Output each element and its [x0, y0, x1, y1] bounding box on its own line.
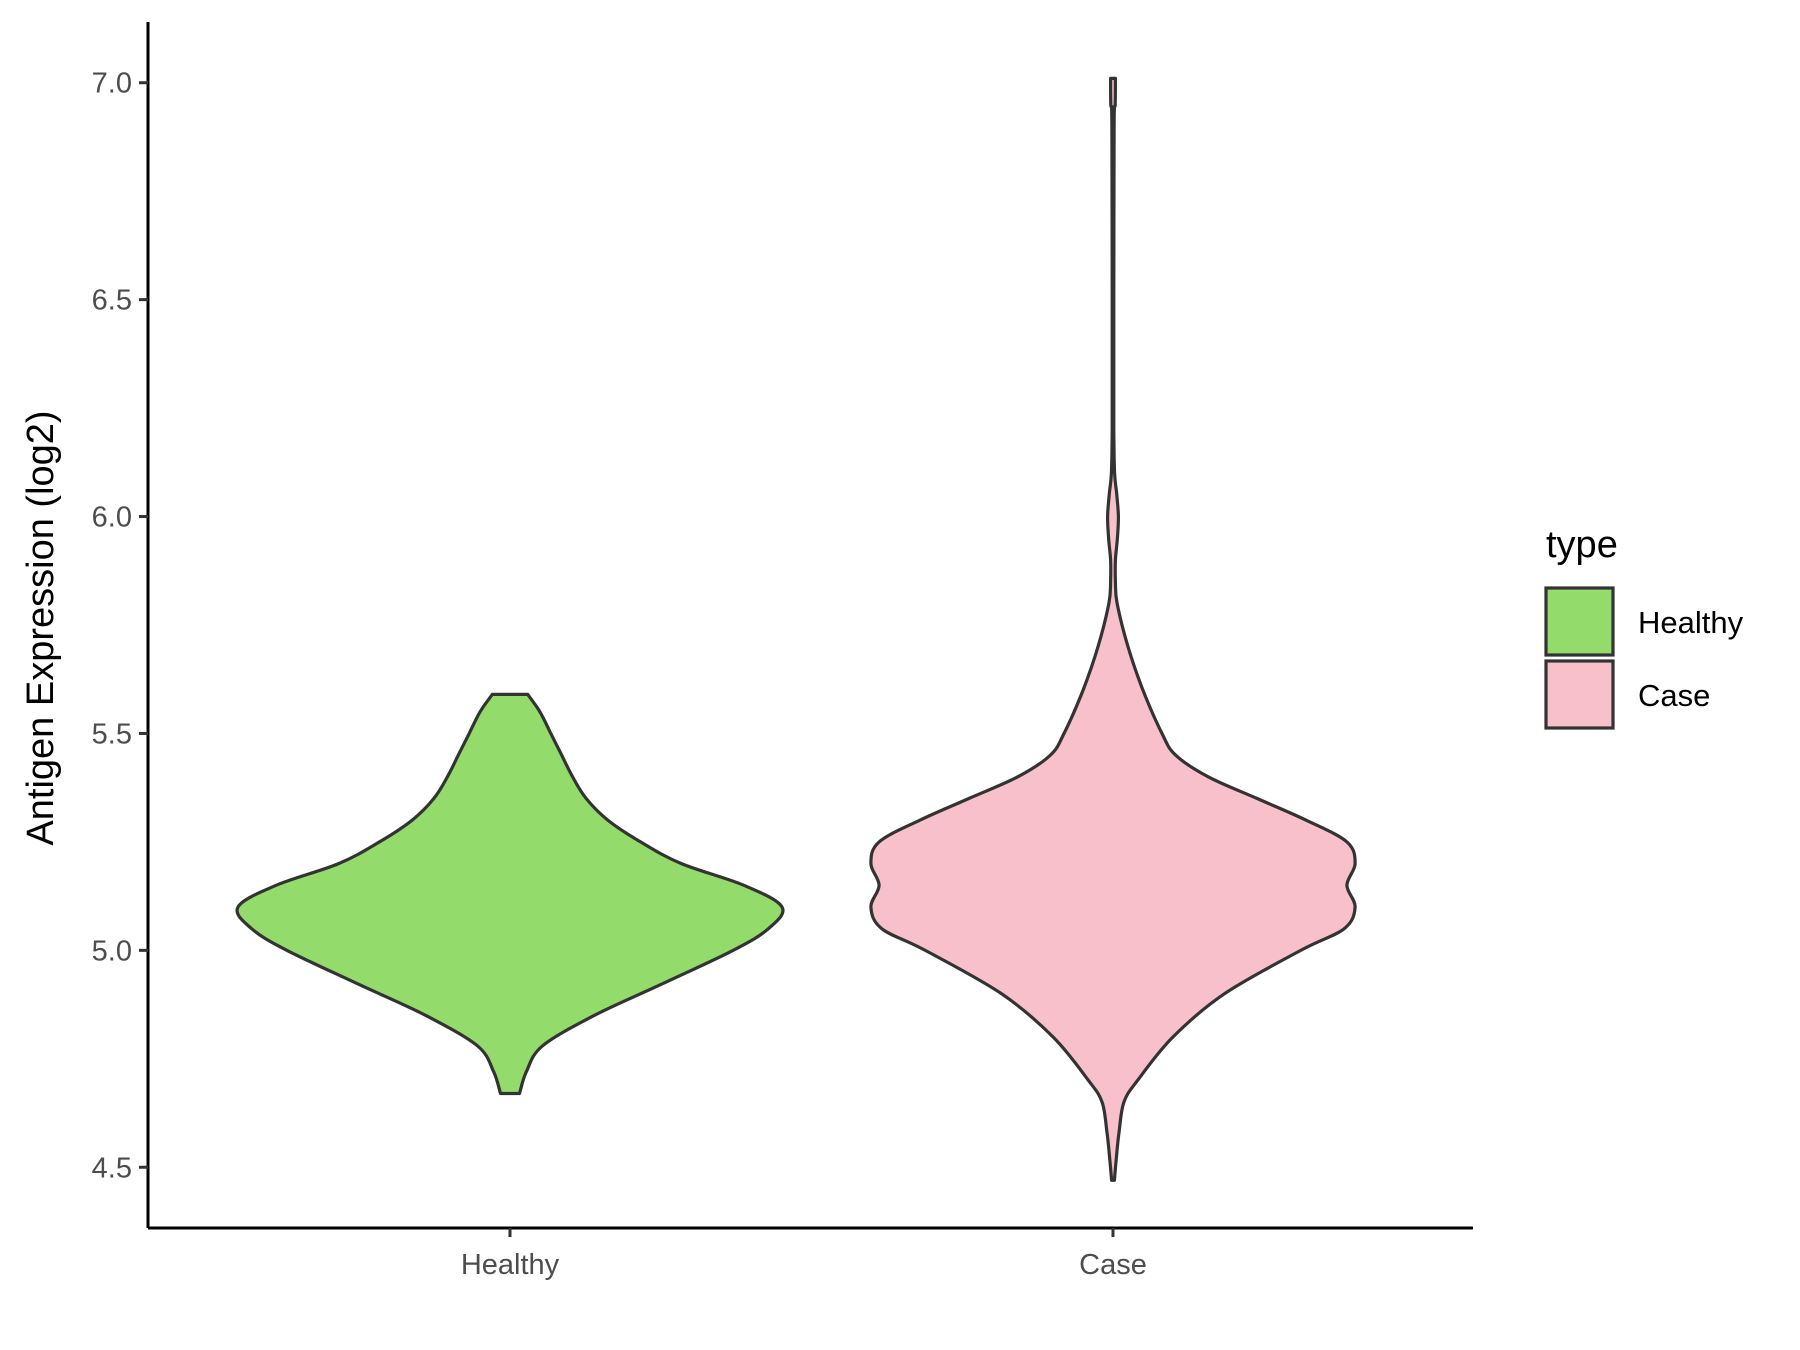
y-tick-label: 6.0: [92, 502, 132, 534]
y-tick-label: 6.5: [92, 285, 132, 317]
x-tick-label: Healthy: [461, 1249, 560, 1281]
y-tick-label: 5.5: [92, 718, 132, 750]
axes-layer: 4.5 5.0 5.5 6.0 6.5 7.0 Healthy Case: [92, 22, 1473, 1281]
x-tick-label: Case: [1079, 1249, 1147, 1281]
legend-title: type: [1546, 524, 1618, 566]
legend-label-healthy: Healthy: [1638, 605, 1744, 640]
y-tick-label: 5.0: [92, 935, 132, 967]
legend: type Healthy Case: [1544, 524, 1744, 730]
y-axis-title: Antigen Expression (log2): [20, 410, 62, 845]
violin-healthy: [235, 692, 785, 1096]
y-tick-label: 4.5: [92, 1152, 132, 1184]
y-tick-label: 7.0: [92, 68, 132, 100]
legend-label-case: Case: [1638, 678, 1710, 713]
violins-layer: [235, 76, 1357, 1182]
legend-key-case: [1544, 659, 1615, 730]
legend-key-healthy: [1544, 586, 1615, 657]
violin-case: [869, 76, 1357, 1182]
